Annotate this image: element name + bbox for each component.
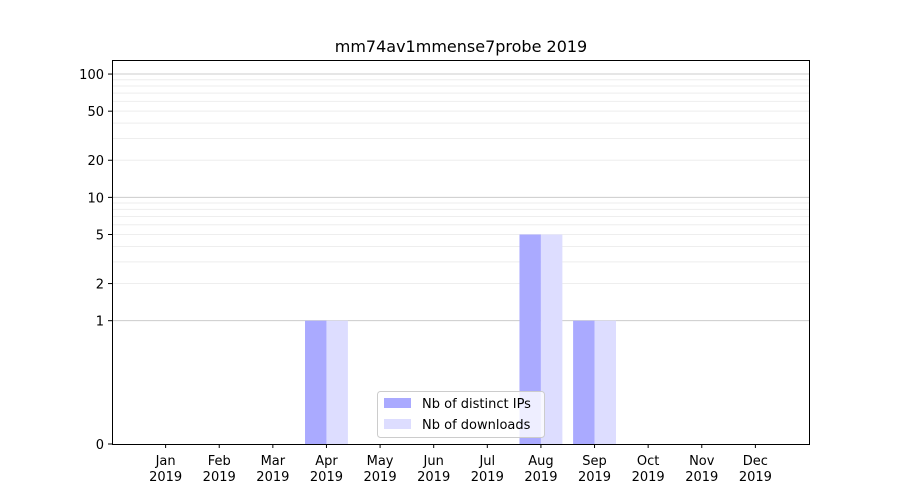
x-tick-label-month: Jan (155, 454, 176, 469)
x-tick-label-month: Jul (478, 454, 495, 469)
grid-layer (112, 73, 809, 322)
x-tick-label-month: Mar (261, 454, 286, 469)
x-tick-label-year: 2019 (149, 470, 182, 485)
plot-frame (112, 60, 810, 445)
bar-ips-sep (573, 320, 595, 444)
x-tick-label-year: 2019 (256, 470, 289, 485)
y-tick-label: 5 (96, 228, 104, 243)
x-axis: Jan2019Feb2019Mar2019Apr2019May2019Jun20… (149, 444, 772, 485)
x-tick-label-year: 2019 (364, 470, 397, 485)
x-tick-label-month: Oct (637, 454, 659, 469)
bar-ips-apr (305, 320, 327, 444)
x-tick-label-year: 2019 (471, 470, 504, 485)
y-tick-label: 20 (87, 154, 104, 169)
y-tick-label: 50 (87, 105, 104, 120)
x-tick-label-month: May (367, 454, 394, 469)
y-axis: 0 1 2 5 10 20 50 100 (79, 68, 112, 453)
legend-label-downloads: Nb of downloads (422, 418, 531, 433)
x-tick-label-month: Feb (208, 454, 231, 469)
legend-label-ips: Nb of distinct IPs (422, 397, 531, 412)
y-tick-label: 100 (79, 68, 104, 83)
x-tick-label-year: 2019 (417, 470, 450, 485)
bar-downloads-aug (540, 234, 563, 444)
x-tick-label-month: Sep (582, 454, 607, 469)
x-tick-label-month: Aug (528, 454, 553, 469)
x-tick-label-month: Nov (689, 454, 715, 469)
y-tick-label: 10 (87, 191, 104, 206)
x-tick-label-month: Jun (423, 454, 444, 469)
x-tick-label-year: 2019 (524, 470, 557, 485)
x-tick-label-year: 2019 (578, 470, 611, 485)
x-tick-label-year: 2019 (739, 470, 772, 485)
bar-downloads-apr (326, 320, 348, 444)
x-tick-label-year: 2019 (203, 470, 236, 485)
x-tick-label-year: 2019 (685, 470, 718, 485)
bar-downloads-sep (594, 320, 616, 444)
y-tick-label: 1 (96, 315, 104, 330)
x-tick-label-year: 2019 (632, 470, 665, 485)
chart-title: mm74av1mmense7probe 2019 (335, 37, 587, 56)
legend-swatch-downloads (384, 419, 411, 429)
x-tick-label-month: Dec (743, 454, 768, 469)
x-tick-label-year: 2019 (310, 470, 343, 485)
legend-swatch-ips (384, 398, 411, 408)
y-tick-label: 0 (96, 438, 104, 453)
x-tick-label-month: Apr (315, 454, 338, 469)
legend: Nb of distinct IPs Nb of downloads (377, 391, 545, 438)
y-tick-label: 2 (96, 278, 104, 293)
legend-frame (377, 391, 545, 438)
